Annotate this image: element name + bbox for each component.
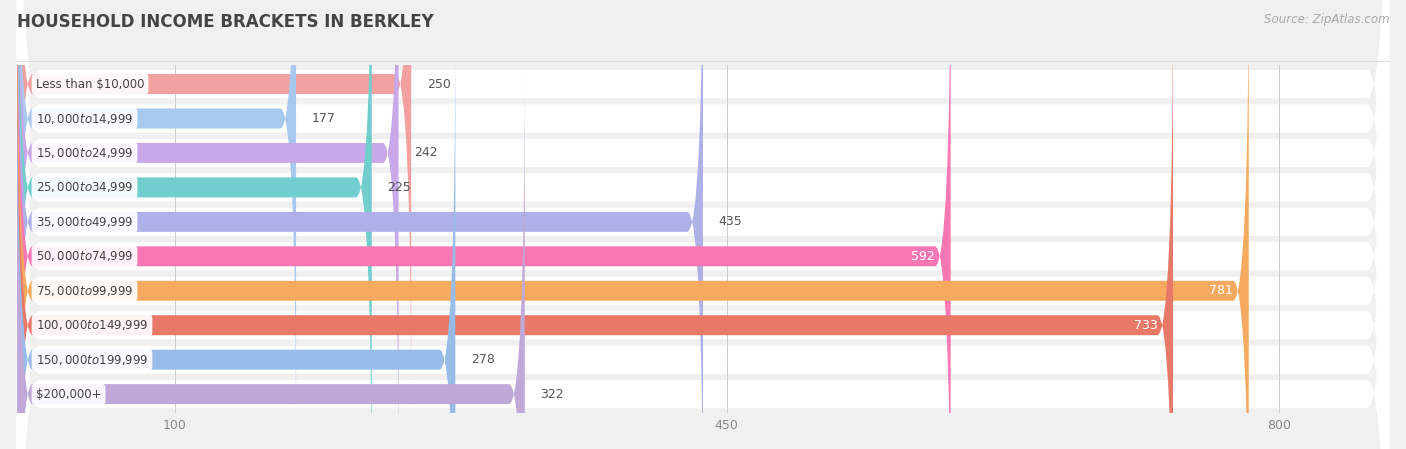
Text: 781: 781 xyxy=(1209,284,1233,297)
FancyBboxPatch shape xyxy=(17,0,1389,449)
FancyBboxPatch shape xyxy=(17,0,1389,449)
FancyBboxPatch shape xyxy=(17,0,1389,449)
Text: 225: 225 xyxy=(388,181,412,194)
FancyBboxPatch shape xyxy=(17,0,1389,449)
Text: 250: 250 xyxy=(427,78,451,91)
FancyBboxPatch shape xyxy=(17,0,703,449)
Text: 592: 592 xyxy=(911,250,935,263)
Text: $10,000 to $14,999: $10,000 to $14,999 xyxy=(35,111,134,126)
FancyBboxPatch shape xyxy=(17,0,1389,449)
Text: 322: 322 xyxy=(540,387,564,401)
Text: 177: 177 xyxy=(312,112,336,125)
Text: $75,000 to $99,999: $75,000 to $99,999 xyxy=(35,284,134,298)
FancyBboxPatch shape xyxy=(17,0,1389,449)
Text: $35,000 to $49,999: $35,000 to $49,999 xyxy=(35,215,134,229)
Text: $15,000 to $24,999: $15,000 to $24,999 xyxy=(35,146,134,160)
FancyBboxPatch shape xyxy=(17,60,524,449)
Text: $100,000 to $149,999: $100,000 to $149,999 xyxy=(35,318,148,332)
FancyBboxPatch shape xyxy=(17,25,456,449)
Text: Source: ZipAtlas.com: Source: ZipAtlas.com xyxy=(1264,13,1389,26)
FancyBboxPatch shape xyxy=(17,0,297,449)
Text: $150,000 to $199,999: $150,000 to $199,999 xyxy=(35,352,148,367)
FancyBboxPatch shape xyxy=(17,0,371,449)
FancyBboxPatch shape xyxy=(17,0,398,449)
FancyBboxPatch shape xyxy=(17,0,1389,449)
Text: Less than $10,000: Less than $10,000 xyxy=(35,78,145,91)
FancyBboxPatch shape xyxy=(17,0,1249,449)
Text: $50,000 to $74,999: $50,000 to $74,999 xyxy=(35,249,134,263)
FancyBboxPatch shape xyxy=(17,0,1389,449)
Text: 242: 242 xyxy=(415,146,439,159)
FancyBboxPatch shape xyxy=(17,0,1173,449)
FancyBboxPatch shape xyxy=(17,0,411,418)
FancyBboxPatch shape xyxy=(17,0,950,449)
Text: HOUSEHOLD INCOME BRACKETS IN BERKLEY: HOUSEHOLD INCOME BRACKETS IN BERKLEY xyxy=(17,13,433,31)
Text: $25,000 to $34,999: $25,000 to $34,999 xyxy=(35,180,134,194)
FancyBboxPatch shape xyxy=(17,0,1389,449)
Text: 435: 435 xyxy=(718,216,742,229)
Text: 278: 278 xyxy=(471,353,495,366)
Text: $200,000+: $200,000+ xyxy=(35,387,101,401)
FancyBboxPatch shape xyxy=(17,0,1389,449)
Text: 733: 733 xyxy=(1133,319,1157,332)
